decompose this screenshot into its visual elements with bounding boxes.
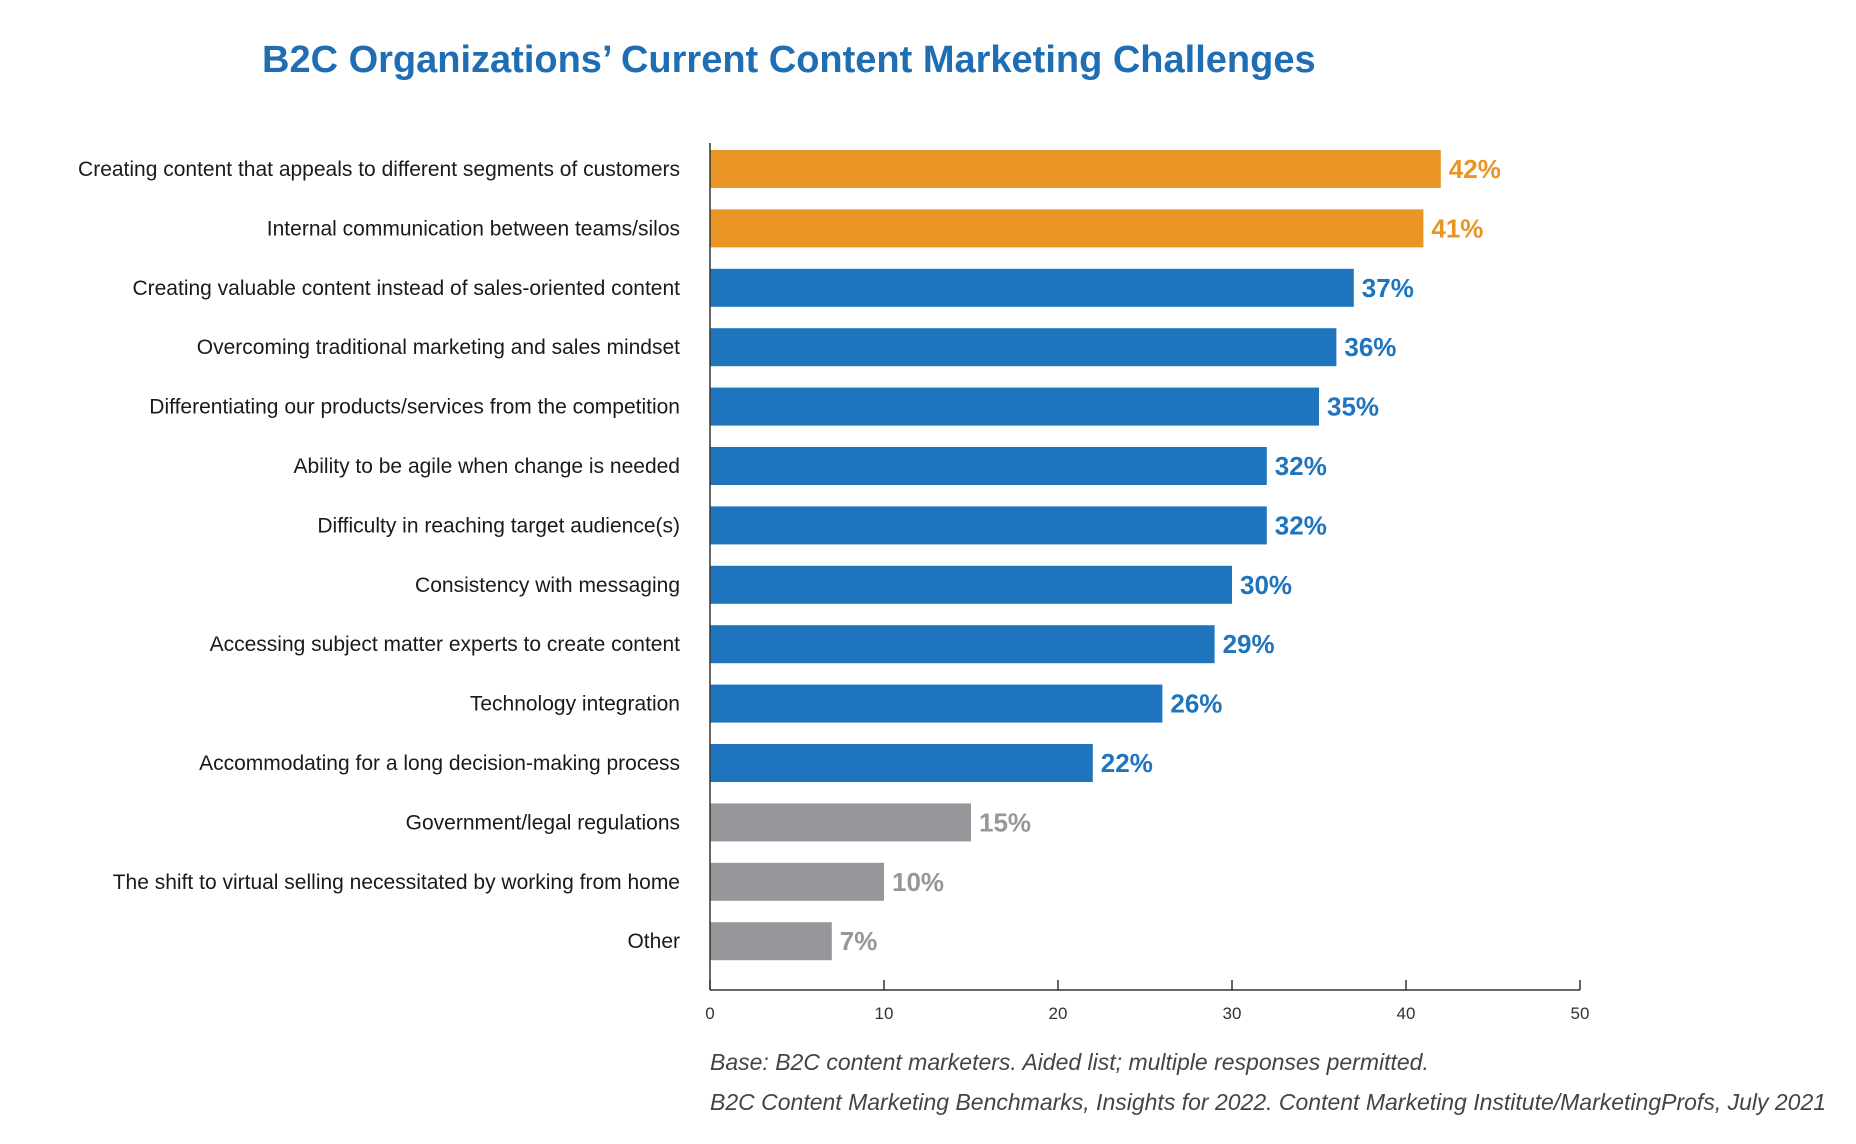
bar xyxy=(710,268,1354,307)
value-label: 29% xyxy=(1223,629,1275,659)
x-tick-label: 50 xyxy=(1571,1004,1590,1023)
bar xyxy=(710,744,1093,782)
category-label: Accessing subject matter experts to crea… xyxy=(210,633,681,656)
bar xyxy=(710,328,1337,367)
value-label: 41% xyxy=(1431,213,1483,243)
category-label: Accommodating for a long decision-making… xyxy=(199,752,680,775)
bar xyxy=(710,150,1441,188)
category-label: The shift to virtual selling necessitate… xyxy=(113,871,680,894)
category-label: Overcoming traditional marketing and sal… xyxy=(197,336,680,359)
value-label: 22% xyxy=(1101,748,1153,778)
x-tick-label: 30 xyxy=(1223,1004,1242,1023)
base-note: Base: B2C content marketers. Aided list;… xyxy=(710,1049,1429,1075)
x-tick-label: 20 xyxy=(1049,1004,1068,1023)
bar xyxy=(710,684,1163,723)
category-label: Ability to be agile when change is neede… xyxy=(294,455,680,478)
value-label: 30% xyxy=(1240,570,1292,600)
bar xyxy=(710,209,1424,248)
value-label: 32% xyxy=(1275,510,1327,540)
category-label: Government/legal regulations xyxy=(406,811,680,834)
value-label: 7% xyxy=(840,926,878,956)
category-label: Technology integration xyxy=(470,693,680,716)
x-axis: 0 10 20 30 40 50 xyxy=(705,143,1589,1023)
category-label: Creating valuable content instead of sal… xyxy=(132,277,680,300)
value-label: 10% xyxy=(892,867,944,897)
x-tick-label: 10 xyxy=(875,1004,894,1023)
category-label: Differentiating our products/services fr… xyxy=(149,396,680,419)
value-label: 15% xyxy=(979,807,1031,837)
chart-title: B2C Organizations’ Current Content Marke… xyxy=(262,39,1316,81)
value-label: 32% xyxy=(1275,451,1327,481)
bar xyxy=(710,625,1215,664)
category-label: Creating content that appeals to differe… xyxy=(78,158,680,181)
bar xyxy=(710,862,884,901)
x-tick-label: 0 xyxy=(705,1004,714,1023)
category-label: Other xyxy=(627,930,680,953)
category-label: Internal communication between teams/sil… xyxy=(267,217,680,240)
value-label: 36% xyxy=(1344,332,1396,362)
source-note: B2C Content Marketing Benchmarks, Insigh… xyxy=(710,1089,1826,1115)
bar xyxy=(710,922,832,961)
bar xyxy=(710,565,1232,604)
value-label: 26% xyxy=(1170,689,1222,719)
bar xyxy=(710,447,1267,485)
bars-group: Creating content that appeals to differe… xyxy=(78,150,1501,961)
value-label: 42% xyxy=(1449,154,1501,184)
value-label: 37% xyxy=(1362,273,1414,303)
bar xyxy=(710,803,971,842)
bar xyxy=(710,387,1319,426)
x-tick-label: 40 xyxy=(1397,1004,1416,1023)
category-label: Difficulty in reaching target audience(s… xyxy=(317,514,680,537)
value-label: 35% xyxy=(1327,392,1379,422)
bar xyxy=(710,506,1267,545)
category-label: Consistency with messaging xyxy=(415,574,680,597)
